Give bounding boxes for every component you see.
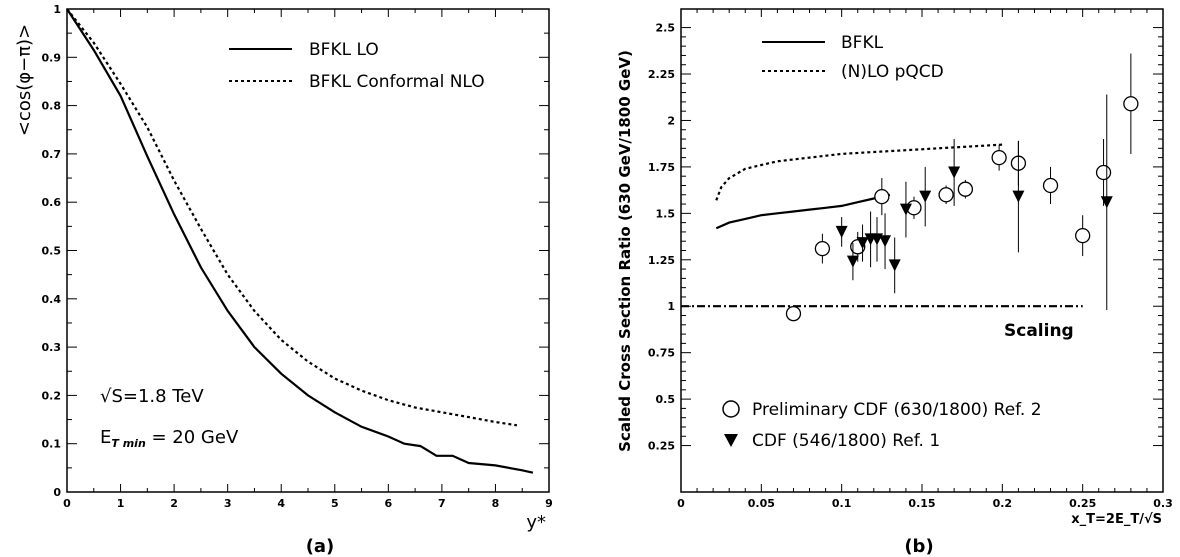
b-y-tick-label: 0.75 <box>648 347 675 360</box>
b-y-tick-label: 0.25 <box>648 440 675 453</box>
b-legend-triangle-marker <box>724 434 738 447</box>
a-ann-et-sub: T min <box>111 437 146 450</box>
b-cdf-546-1800-ref-1-point <box>919 190 932 203</box>
a-x-tick-label: 5 <box>331 497 339 510</box>
b-legend-open-circle-marker <box>722 400 740 418</box>
b-x-axis-label: x_T=2E_T/√S <box>1071 512 1162 527</box>
b-preliminary-cdf-630-1800-ref-2-point <box>1075 227 1091 244</box>
b-y-tick-label: 2.5 <box>656 22 676 35</box>
a-x-axis-label: y* <box>526 512 546 533</box>
a-y-tick-label: 0.3 <box>42 341 62 354</box>
a-panel-label: (a) <box>306 536 335 557</box>
a-legend-bfkl-nlo: BFKL Conformal NLO <box>309 72 485 92</box>
b-legend-pqcd: (N)LO pQCD <box>841 62 944 82</box>
a-y-tick-label: 0.2 <box>42 389 62 402</box>
b-legend-bfkl: BFKL <box>841 33 884 53</box>
a-x-tick-label: 3 <box>224 497 232 510</box>
a-y-tick-label: 1 <box>53 3 61 16</box>
a-y-tick-label: 0.5 <box>42 245 62 258</box>
b-preliminary-cdf-630-1800-ref-2-point <box>1123 96 1139 112</box>
b-x-tick-label: 0.25 <box>1069 497 1096 510</box>
a-y-axis-label: <cos(φ−π)> <box>14 24 35 136</box>
a-x-tick-label: 4 <box>277 497 285 510</box>
a-plot-frame <box>66 8 550 493</box>
b-cdf-546-1800-ref-1-point <box>1012 190 1025 203</box>
a-bfkl-lo-line <box>66 8 534 474</box>
b-cdf-546-1800-ref-1-point <box>846 255 859 268</box>
b-y-tick-label: 1 <box>667 300 675 313</box>
b-preliminary-cdf-630-1800-ref-2-point <box>785 306 802 322</box>
b-cdf-546-1800-ref-1-point <box>1100 196 1113 209</box>
panel-a: 0 1 2 3 4 5 6 7 8 900.10.20.30.40.50.60.70.80.91 … <box>14 3 553 557</box>
b-series <box>681 143 1083 308</box>
b-y-tick-label: 2 <box>667 114 675 127</box>
b-y-tick-label: 1.75 <box>648 161 675 174</box>
b-cdf-546-1800-ref-1-point <box>899 203 912 216</box>
a-legend-bfkl-lo: BFKL LO <box>309 40 379 60</box>
b-y-tick-label: 1.5 <box>656 207 676 220</box>
a-ticks: 0 1 2 3 4 5 6 7 8 9 0 0.1 0.2 0.3 0.4 0.5 0.6 0.7 0.8 0.9 1 <box>42 3 553 510</box>
b-cdf-546-1800-ref-1-point <box>835 225 848 238</box>
a-y-tick-label: 0.7 <box>42 148 62 161</box>
a-x-tick-label: 9 <box>545 497 553 510</box>
a-x-tick-label: 6 <box>385 497 393 510</box>
a-bfkl-conformal-nlo-line <box>66 8 518 427</box>
b-n-lo-pqcd-line <box>715 143 1003 201</box>
a-y-tick-label: 0 <box>53 486 61 499</box>
b-preliminary-cdf-630-1800-ref-2-point <box>938 187 954 203</box>
b-bfkl-line <box>715 193 891 230</box>
b-panel-label: (b) <box>904 536 933 557</box>
b-data-points <box>785 53 1139 322</box>
b-legend-cdf: CDF (546/1800) Ref. 1 <box>752 431 940 451</box>
b-preliminary-cdf-630-1800-ref-2-point <box>957 181 974 197</box>
a-x-tick-label: 0 <box>63 497 71 510</box>
a-annotation-et-min: ET min = 20 GeV <box>100 427 239 450</box>
b-y-tick-label: 2.25 <box>648 68 675 81</box>
b-preliminary-cdf-630-1800-ref-2-point <box>991 149 1007 166</box>
a-x-tick-label: 2 <box>170 497 178 510</box>
b-y-tick-label: 0.5 <box>656 393 676 406</box>
b-scaling-label: Scaling <box>1004 321 1074 341</box>
a-y-tick-label: 0.4 <box>42 293 62 306</box>
b-x-tick-label: 0 <box>677 497 685 510</box>
a-ann-et-main: E <box>100 427 111 448</box>
b-y-tick-label: 1.25 <box>648 254 675 267</box>
a-y-tick-label: 0.6 <box>42 196 62 209</box>
b-preliminary-cdf-630-1800-ref-2-point <box>1095 164 1112 181</box>
b-cdf-546-1800-ref-1-point <box>879 235 892 248</box>
b-y-axis-label: Scaled Cross Section Ratio (630 GeV/1800… <box>616 50 634 452</box>
a-x-tick-label: 1 <box>117 497 125 510</box>
b-x-tick-label: 0.15 <box>908 497 935 510</box>
b-cdf-546-1800-ref-1-point <box>856 237 869 250</box>
b-cdf-546-1800-ref-1-point <box>888 259 901 272</box>
b-plot-frame <box>680 8 1164 493</box>
a-y-tick-label: 0.9 <box>42 51 62 64</box>
a-y-tick-label: 0.8 <box>42 100 62 113</box>
b-preliminary-cdf-630-1800-ref-2-point <box>1042 177 1059 194</box>
b-x-tick-label: 0.3 <box>1153 497 1173 510</box>
a-x-tick-label: 7 <box>438 497 446 510</box>
a-annotation-sqrt-s: √S=1.8 TeV <box>100 386 204 407</box>
a-y-tick-label: 0.1 <box>42 438 62 451</box>
b-legend-prelim-cdf: Preliminary CDF (630/1800) Ref. 2 <box>752 400 1042 420</box>
a-ann-et-rest: = 20 GeV <box>146 427 239 448</box>
b-x-tick-label: 0.05 <box>748 497 775 510</box>
b-preliminary-cdf-630-1800-ref-2-point <box>814 240 831 257</box>
b-cdf-546-1800-ref-1-point <box>948 166 961 179</box>
a-series <box>66 8 534 474</box>
b-preliminary-cdf-630-1800-ref-2-point <box>874 188 890 205</box>
b-x-tick-label: 0.1 <box>832 497 852 510</box>
b-ticks: 0 0.05 0.1 0.15 0.2 0.25 0.3 0.25 0.5 0.75 1 1.25 1.… <box>648 9 1173 510</box>
a-x-tick-label: 8 <box>492 497 500 510</box>
b-x-tick-label: 0.2 <box>993 497 1013 510</box>
panel-b: 0 0.05 0.1 0.15 0.2 0.25 0.3 0.25 0.5 0.75 1 1.25 1.… <box>616 8 1173 557</box>
